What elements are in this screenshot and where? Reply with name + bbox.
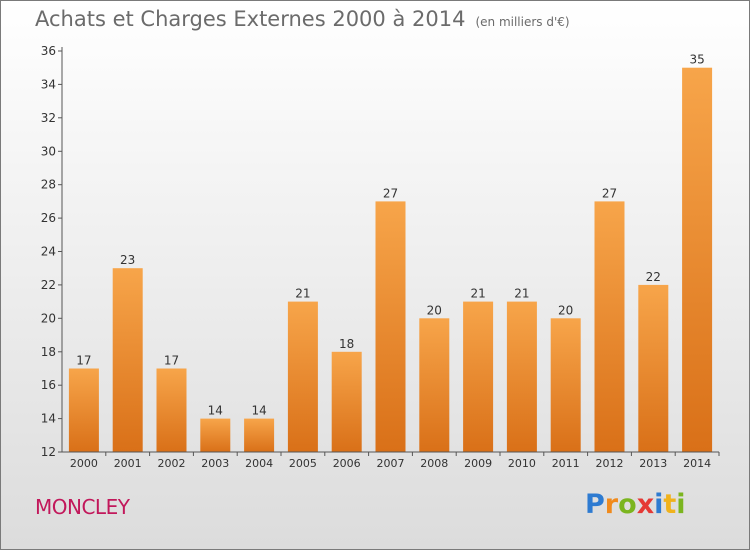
data-label-2010: 21 [514, 287, 529, 301]
data-label-2005: 21 [295, 287, 310, 301]
x-tick-label-2009: 2009 [464, 457, 492, 470]
y-tick-label-14: 14 [41, 412, 56, 426]
x-tick-label-2004: 2004 [245, 457, 273, 470]
bar-2001 [112, 268, 143, 452]
data-label-2003: 14 [208, 404, 223, 418]
bar-2013 [638, 284, 669, 452]
data-label-2012: 27 [602, 186, 617, 200]
x-tick-label-2007: 2007 [377, 457, 405, 470]
data-label-2004: 14 [251, 404, 266, 418]
bar-2002 [156, 368, 187, 452]
chart-title: Achats et Charges Externes 2000 à 2014 (e… [35, 7, 570, 31]
data-label-2013: 22 [646, 270, 661, 284]
y-tick-label-12: 12 [41, 445, 56, 459]
data-label-2001: 23 [120, 253, 135, 267]
x-tick-label-2002: 2002 [158, 457, 186, 470]
x-tick-label-2003: 2003 [201, 457, 229, 470]
x-tick-label-2013: 2013 [639, 457, 667, 470]
data-label-2014: 35 [689, 53, 704, 67]
bar-2014 [682, 67, 713, 452]
bar-2012 [594, 201, 625, 452]
x-tick-label-2011: 2011 [552, 457, 580, 470]
bars-group: 17 23 17 14 14 21 18 27 20 21 21 20 27 22 35 [68, 53, 713, 453]
bar-2004 [244, 418, 275, 452]
y-tick-label-34: 34 [41, 77, 56, 91]
bar-2010 [506, 301, 537, 452]
bar-2007 [375, 201, 406, 452]
x-tick-label-2014: 2014 [683, 457, 711, 470]
x-tick-label-2001: 2001 [114, 457, 142, 470]
y-tick-label-30: 30 [41, 144, 56, 158]
x-tick-label-2012: 2012 [596, 457, 624, 470]
commune-name: MONCLEY [35, 495, 130, 519]
x-tick-label-2010: 2010 [508, 457, 536, 470]
y-tick-label-16: 16 [41, 378, 56, 392]
data-label-2008: 20 [427, 303, 442, 317]
axes-group: 2000 2001 2002 2003 2004 2005 2006 2007 2008 2009… [41, 44, 720, 470]
proxiti-logo: Proxiti [585, 489, 686, 520]
data-label-2006: 18 [339, 337, 354, 351]
x-tick-label-2006: 2006 [333, 457, 361, 470]
y-tick-label-18: 18 [41, 345, 56, 359]
chart-title-text: Achats et Charges Externes 2000 à 2014 [35, 7, 466, 31]
x-tick-label-2000: 2000 [70, 457, 98, 470]
bar-2008 [419, 318, 450, 452]
data-label-2007: 27 [383, 186, 398, 200]
x-tick-label-2005: 2005 [289, 457, 317, 470]
bar-2003 [200, 418, 231, 452]
data-label-2000: 17 [76, 354, 91, 368]
y-tick-label-26: 26 [41, 211, 56, 225]
bar-2006 [331, 351, 362, 453]
data-label-2011: 20 [558, 303, 573, 317]
y-tick-label-20: 20 [41, 311, 56, 325]
chart-subtitle: (en milliers d'€) [475, 15, 570, 29]
bar-2009 [463, 301, 494, 452]
bar-2000 [68, 368, 99, 452]
x-tick-label-2008: 2008 [420, 457, 448, 470]
y-tick-label-36: 36 [41, 44, 56, 58]
y-tick-label-22: 22 [41, 278, 56, 292]
data-label-2009: 21 [470, 287, 485, 301]
y-tick-label-24: 24 [41, 245, 56, 259]
bar-2011 [550, 318, 581, 452]
bar-2005 [287, 301, 318, 452]
y-tick-label-28: 28 [41, 178, 56, 192]
data-label-2002: 17 [164, 354, 179, 368]
y-tick-label-32: 32 [41, 111, 56, 125]
